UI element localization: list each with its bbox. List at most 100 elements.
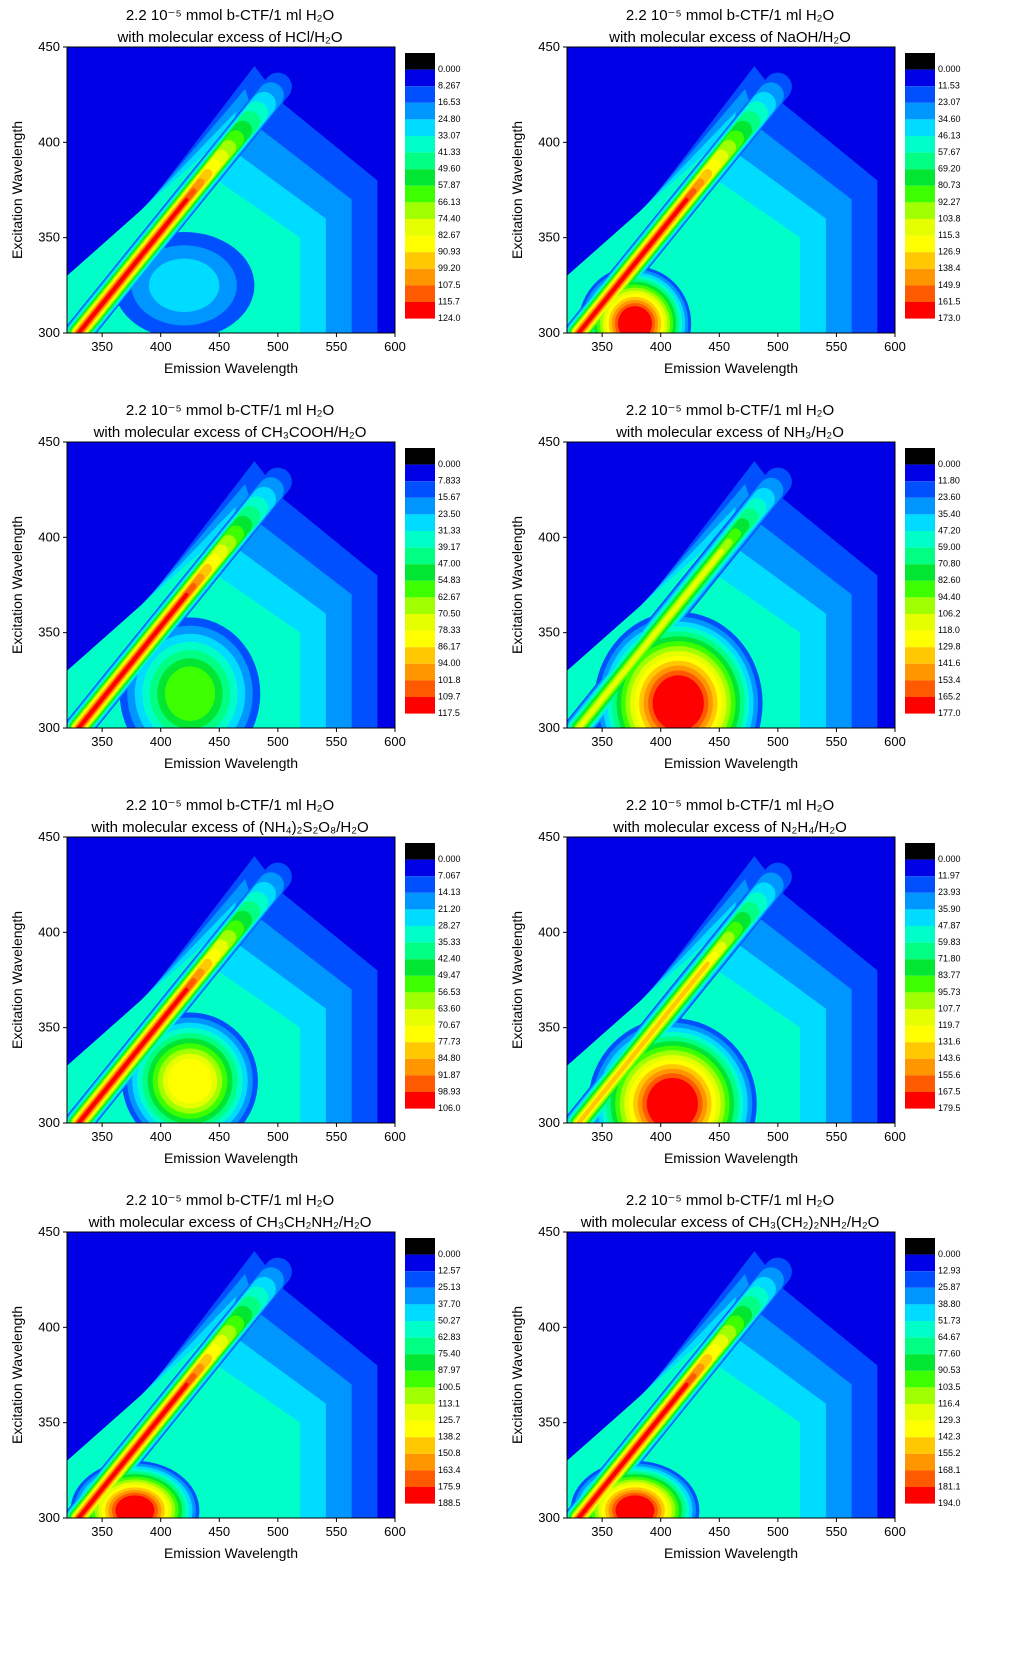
colorbar-label: 59.83 xyxy=(938,937,961,947)
contour-region xyxy=(76,1382,189,1518)
colorbar-label: 11.80 xyxy=(938,476,960,486)
colorbar-swatch xyxy=(405,1238,435,1255)
x-tick-label: 550 xyxy=(826,339,848,354)
colorbar-swatch xyxy=(405,926,435,943)
colorbar-label: 7.833 xyxy=(438,476,461,486)
colorbar-label: 47.87 xyxy=(938,920,961,930)
panel: 2.2 10⁻⁵ mmol b-CTF/1 ml H₂O with molecul… xyxy=(509,1192,961,1561)
colorbar-swatch xyxy=(405,859,435,877)
colorbar-swatch xyxy=(905,102,935,120)
colorbar-label: 0.000 xyxy=(438,64,461,74)
colorbar-swatch xyxy=(405,448,435,465)
colorbar-label: 179.5 xyxy=(938,1103,961,1113)
colorbar-swatch xyxy=(405,102,435,120)
colorbar-swatch xyxy=(405,892,435,910)
colorbar-label: 56.53 xyxy=(438,987,461,997)
colorbar-swatch xyxy=(405,975,435,993)
colorbar-label: 7.067 xyxy=(438,871,461,881)
colorbar-label: 92.27 xyxy=(938,197,961,207)
x-tick-label: 350 xyxy=(591,1524,613,1539)
colorbar-swatch xyxy=(905,1437,935,1454)
colorbar-label: 83.77 xyxy=(938,970,961,980)
x-tick-label: 400 xyxy=(650,734,672,749)
y-tick-label: 450 xyxy=(538,829,560,844)
colorbar-swatch xyxy=(905,1420,935,1438)
colorbar-swatch xyxy=(405,1370,435,1388)
colorbar-label: 77.60 xyxy=(938,1349,961,1359)
y-tick-label: 300 xyxy=(538,1510,560,1525)
colorbar-label: 37.70 xyxy=(438,1299,461,1309)
colorbar-label: 84.80 xyxy=(438,1053,461,1063)
colorbar-swatch xyxy=(905,1387,935,1404)
colorbar-swatch xyxy=(405,464,435,482)
x-tick-label: 450 xyxy=(208,1524,230,1539)
colorbar-label: 75.40 xyxy=(438,1349,461,1359)
colorbar-swatch xyxy=(405,630,435,648)
colorbar-swatch xyxy=(905,876,935,893)
plot-area xyxy=(67,837,395,1123)
colorbar-swatch xyxy=(405,1487,435,1504)
colorbar-swatch xyxy=(905,663,935,681)
colorbar-swatch xyxy=(905,514,935,531)
y-tick-label: 350 xyxy=(538,1415,560,1430)
colorbar-label: 103.8 xyxy=(938,213,961,223)
x-tick-label: 600 xyxy=(884,1129,906,1144)
colorbar-label: 69.20 xyxy=(938,164,961,174)
colorbar-swatch xyxy=(405,481,435,498)
colorbar-label: 16.53 xyxy=(438,97,461,107)
colorbar-swatch xyxy=(905,185,935,203)
x-tick-label: 450 xyxy=(708,1524,730,1539)
colorbar-swatch xyxy=(905,69,935,87)
x-tick-label: 550 xyxy=(826,734,848,749)
colorbar-swatch xyxy=(905,448,935,465)
colorbar-label: 119.7 xyxy=(938,1020,960,1030)
colorbar-label: 103.5 xyxy=(938,1382,961,1392)
x-tick-label: 400 xyxy=(150,1129,172,1144)
colorbar-label: 138.4 xyxy=(938,263,961,273)
colorbar-label: 0.000 xyxy=(938,854,961,864)
plot-frame xyxy=(566,836,896,1124)
colorbar-label: 126.9 xyxy=(938,247,961,257)
colorbar-swatch xyxy=(905,597,935,614)
contour-region xyxy=(646,1077,699,1123)
colorbar-label: 173.0 xyxy=(938,313,961,323)
colorbar-label: 117.5 xyxy=(438,708,460,718)
colorbar-label: 28.27 xyxy=(438,920,461,930)
colorbar-label: 70.80 xyxy=(938,559,961,569)
colorbar-swatch xyxy=(405,959,435,976)
colorbar-label: 138.2 xyxy=(438,1432,461,1442)
colorbar-label: 57.67 xyxy=(938,147,961,157)
colorbar-label: 86.17 xyxy=(438,642,461,652)
colorbar-swatch xyxy=(405,219,435,236)
colorbar-swatch xyxy=(405,531,435,548)
x-axis-label: Emission Wavelength xyxy=(164,755,298,771)
chart-title: 2.2 10⁻⁵ mmol b-CTF/1 ml H₂O xyxy=(626,797,834,814)
colorbar-swatch xyxy=(405,647,435,664)
colorbar-swatch xyxy=(405,53,435,70)
contour-region xyxy=(149,258,220,313)
x-tick-label: 350 xyxy=(591,339,613,354)
x-tick-label: 500 xyxy=(767,1524,789,1539)
plot-area xyxy=(567,47,895,333)
colorbar-label: 155.6 xyxy=(938,1070,961,1080)
chart-title: with molecular excess of (NH₄)₂S₂O₈/H₂O xyxy=(90,819,368,836)
colorbar-label: 101.8 xyxy=(438,675,461,685)
colorbar-swatch xyxy=(905,1092,935,1109)
colorbar-swatch xyxy=(405,235,435,253)
colorbar-swatch xyxy=(405,1287,435,1305)
y-axis-label: Excitation Wavelength xyxy=(9,516,25,654)
chart-title: 2.2 10⁻⁵ mmol b-CTF/1 ml H₂O xyxy=(626,1192,834,1209)
x-tick-label: 600 xyxy=(884,734,906,749)
colorbar-swatch xyxy=(405,876,435,893)
colorbar-swatch xyxy=(405,268,435,286)
colorbar-label: 115.7 xyxy=(438,296,460,306)
chart-title: 2.2 10⁻⁵ mmol b-CTF/1 ml H₂O xyxy=(126,402,334,419)
y-tick-label: 300 xyxy=(538,1115,560,1130)
plot-area xyxy=(567,442,895,728)
y-tick-label: 300 xyxy=(38,720,60,735)
x-tick-label: 400 xyxy=(650,339,672,354)
plot-area xyxy=(567,837,895,1123)
contour-region xyxy=(576,548,725,728)
colorbar-swatch xyxy=(405,202,435,219)
colorbar-label: 23.60 xyxy=(938,492,961,502)
